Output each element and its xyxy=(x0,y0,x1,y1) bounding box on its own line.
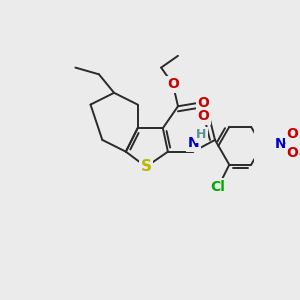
Text: O: O xyxy=(197,110,209,123)
Text: N: N xyxy=(275,137,286,151)
Text: N: N xyxy=(187,136,199,150)
Text: O: O xyxy=(286,146,298,160)
Text: -: - xyxy=(298,148,300,161)
Text: O: O xyxy=(197,96,209,110)
Text: Cl: Cl xyxy=(210,180,225,194)
Text: H: H xyxy=(196,128,207,141)
Text: O: O xyxy=(167,77,179,92)
Text: S: S xyxy=(140,159,152,174)
Text: O: O xyxy=(286,127,298,141)
Text: +: + xyxy=(285,132,293,142)
